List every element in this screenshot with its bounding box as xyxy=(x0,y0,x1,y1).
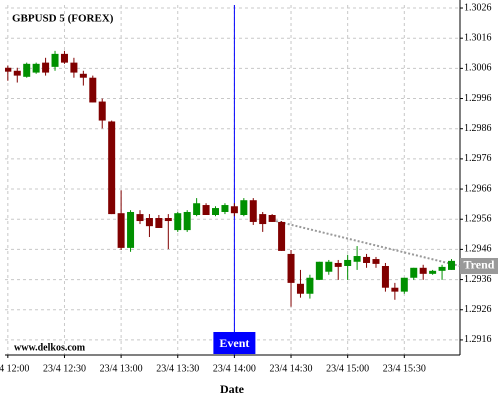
y-tick-label: 1.2926 xyxy=(464,304,492,315)
candle-body xyxy=(230,206,238,214)
candle-body xyxy=(334,262,342,267)
x-tick-label: 23/4 15:30 xyxy=(383,363,426,374)
x-tick-label: 23/4 12:30 xyxy=(43,363,86,374)
candle-body xyxy=(60,53,68,63)
y-tick-label: 1.2956 xyxy=(464,214,492,225)
candle-body xyxy=(98,101,106,121)
y-tick-label: 1.2996 xyxy=(464,93,492,104)
candle-body xyxy=(89,77,97,103)
candle-body xyxy=(353,256,361,262)
candle-body xyxy=(419,267,427,274)
candle-body xyxy=(438,266,446,271)
candle-body xyxy=(202,205,210,215)
event-label-box xyxy=(213,332,256,354)
x-axis-label: Date xyxy=(220,382,245,396)
chart-title: GBPUSD 5 (FOREX) xyxy=(12,13,114,25)
event-label: Event xyxy=(219,336,249,350)
candle-body xyxy=(278,221,286,251)
candle-body xyxy=(325,261,333,272)
candle-body xyxy=(164,218,172,222)
candle-body xyxy=(448,260,456,270)
candle-body xyxy=(400,277,408,292)
candle-body xyxy=(174,213,182,231)
candle-body xyxy=(117,213,125,248)
candle-body xyxy=(391,287,399,292)
y-tick-label: 1.2976 xyxy=(464,153,492,164)
y-tick-label: 1.2986 xyxy=(464,123,492,134)
candle-body xyxy=(70,62,78,73)
candle-body xyxy=(429,270,437,274)
candle-body xyxy=(193,203,201,215)
y-tick-label: 1.2966 xyxy=(464,183,492,194)
candle-body xyxy=(410,267,418,278)
candle-body xyxy=(42,62,50,73)
trend-label-box xyxy=(460,257,498,274)
candle-body xyxy=(136,214,144,222)
x-tick-label: 23/4 14:00 xyxy=(213,363,256,374)
candle-body xyxy=(287,253,295,283)
plot xyxy=(5,5,460,355)
y-tick-label: 1.2946 xyxy=(464,244,492,255)
candle-body xyxy=(344,259,352,266)
x-tick-label: 23/4 15:00 xyxy=(326,363,369,374)
y-tick-label: 1.2936 xyxy=(464,274,492,285)
candle-body xyxy=(296,283,304,294)
candle-body xyxy=(32,63,40,73)
candle-body xyxy=(363,256,371,263)
x-tick-label: 23/4 12:00 xyxy=(0,363,29,374)
y-tick-label: 1.3016 xyxy=(464,32,492,43)
x-tick-label: 23/4 13:00 xyxy=(100,363,143,374)
watermark: www.delkos.com xyxy=(14,342,86,353)
candle-body xyxy=(155,218,163,228)
y-tick-label: 1.3006 xyxy=(464,63,492,74)
trend-label: Trend xyxy=(464,258,495,272)
candle-body xyxy=(108,121,116,215)
candle-body xyxy=(212,208,220,215)
candle-body xyxy=(13,70,21,76)
y-tick-label: 1.3026 xyxy=(464,2,492,13)
candle-body xyxy=(240,200,248,215)
candle-body xyxy=(268,215,276,222)
y-tick-label: 1.2916 xyxy=(464,334,492,345)
x-tick-label: 23/4 13:30 xyxy=(156,363,199,374)
candle-body xyxy=(259,214,267,225)
candle-body xyxy=(372,259,380,264)
candle-body xyxy=(306,277,314,294)
candle-body xyxy=(315,261,323,280)
candle-body xyxy=(183,211,191,231)
candle-body xyxy=(221,205,229,212)
candle-body xyxy=(127,211,135,248)
candle-body xyxy=(381,265,389,288)
candle-body xyxy=(23,63,31,77)
candle-body xyxy=(79,73,87,78)
x-tick-label: 23/4 14:30 xyxy=(269,363,312,374)
candle-body xyxy=(5,67,12,72)
trend-line xyxy=(271,219,460,267)
candle-body xyxy=(145,218,153,227)
candle-body xyxy=(249,200,257,222)
candle-body xyxy=(51,53,59,67)
